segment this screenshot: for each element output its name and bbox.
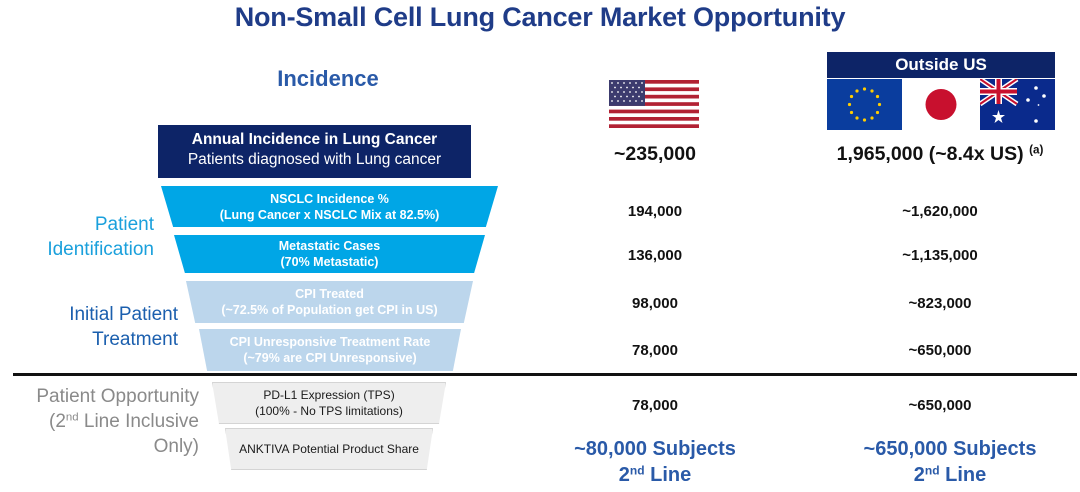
us-value-cpi-treated: 98,000 <box>632 295 678 312</box>
funnel-segment-label: Metastatic Cases <box>278 239 381 253</box>
subjects-superscript: nd <box>629 463 645 478</box>
australia-flag-icon <box>978 76 1055 130</box>
label-line: Patient Opportunity <box>36 386 199 407</box>
us-flag-icon <box>609 80 699 128</box>
us-subjects-summary: ~80,000 Subjects 2nd Line <box>545 436 765 488</box>
subjects-text: 2 <box>618 464 630 486</box>
ous-value-cpi-unresponsive: ~650,000 <box>908 342 972 359</box>
label-text: Line Inclusive <box>78 411 199 432</box>
annual-incidence-box: Annual Incidence in Lung Cancer Patients… <box>158 125 471 178</box>
us-value-cpi-unresponsive: 78,000 <box>632 342 678 359</box>
ous-annual-value: 1,965,000 (~8.4x US) <box>836 143 1024 165</box>
funnel-segment-nsclc: NSCLC Incidence % (Lung Cancer x NSCLC M… <box>161 186 498 227</box>
funnel-segment-label: CPI Unresponsive Treatment Rate <box>229 335 431 349</box>
ous-value-cpi-treated: ~823,000 <box>908 295 972 312</box>
funnel-segment-label: CPI Treated <box>295 287 364 301</box>
subjects-text: 2 <box>913 464 925 486</box>
subjects-count: ~650,000 Subjects <box>863 438 1037 460</box>
label-text: (2 <box>49 411 66 432</box>
funnel-segment-label: NSCLC Incidence % <box>270 191 389 206</box>
annual-incidence-title: Annual Incidence in Lung Cancer <box>191 131 438 148</box>
footnote-marker: (a) <box>1029 143 1044 157</box>
funnel-segment-pdl1: PD-L1 Expression (TPS) (100% - No TPS li… <box>212 382 446 424</box>
subjects-count: ~80,000 Subjects <box>574 438 736 460</box>
label-line: (2nd Line Inclusive <box>36 409 199 434</box>
us-value-metastatic: 136,000 <box>627 247 683 264</box>
subjects-text: Line <box>644 464 692 486</box>
funnel-segment-sublabel: (100% - No TPS limitations) <box>255 404 403 418</box>
subjects-text: Line <box>939 464 987 486</box>
label-line: Patient <box>94 214 154 235</box>
initial-patient-treatment-label: Initial Patient Treatment <box>69 302 178 352</box>
ous-value-pdl1: ~650,000 <box>908 397 972 414</box>
us-value-pdl1: 78,000 <box>632 397 678 414</box>
patient-opportunity-label: Patient Opportunity (2nd Line Inclusive … <box>36 384 199 459</box>
outside-us-header: Outside US <box>827 52 1055 78</box>
eu-flag-icon <box>827 79 902 130</box>
funnel-segment-metastatic: Metastatic Cases (70% Metastatic) <box>174 235 485 273</box>
subjects-superscript: nd <box>924 463 940 478</box>
annual-incidence-subtitle: Patients diagnosed with Lung cancer <box>187 151 442 168</box>
ous-subjects-summary: ~650,000 Subjects 2nd Line <box>830 436 1070 488</box>
funnel-segment-label: ANKTIVA Potential Product Share <box>239 442 419 456</box>
section-divider <box>13 373 1077 376</box>
funnel-segment-sublabel: (70% Metastatic) <box>280 255 379 269</box>
funnel-segment-anktiva: ANKTIVA Potential Product Share <box>225 428 433 470</box>
us-annual-incidence: ~235,000 <box>614 143 696 165</box>
label-line: Treatment <box>92 329 178 350</box>
us-value-nsclc: 194,000 <box>627 203 683 220</box>
funnel-segment-sublabel: (~72.5% of Population get CPI in US) <box>221 303 438 317</box>
page-title: Non-Small Cell Lung Cancer Market Opport… <box>234 2 846 32</box>
funnel-segment-cpi-unresponsive: CPI Unresponsive Treatment Rate (~79% ar… <box>199 329 461 371</box>
subjects-line: 2nd Line <box>545 462 765 488</box>
ous-value-metastatic: ~1,135,000 <box>902 247 978 264</box>
label-superscript: nd <box>65 411 79 424</box>
funnel-segment-sublabel: (Lung Cancer x NSCLC Mix at 82.5%) <box>219 207 440 222</box>
patient-identification-label: Patient Identification <box>47 212 154 262</box>
ous-value-nsclc: ~1,620,000 <box>902 203 978 220</box>
ous-annual-incidence: 1,965,000 (~8.4x US) (a) <box>810 143 1070 166</box>
subjects-line: 2nd Line <box>830 462 1070 488</box>
funnel-segment-sublabel: (~79% are CPI Unresponsive) <box>243 351 417 365</box>
funnel-segment-label: PD-L1 Expression (TPS) <box>263 388 395 402</box>
incidence-header: Incidence <box>277 66 379 91</box>
label-line: Initial Patient <box>69 304 178 325</box>
label-line: Identification <box>47 239 154 260</box>
japan-flag-icon <box>902 79 980 130</box>
funnel-segment-cpi-treated: CPI Treated (~72.5% of Population get CP… <box>186 281 473 323</box>
label-line: Only) <box>153 436 199 457</box>
